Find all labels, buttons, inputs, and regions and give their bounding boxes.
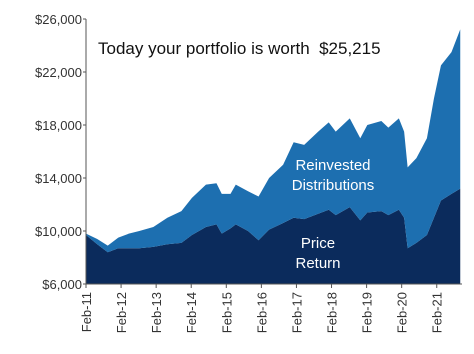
- series-label: Price Return: [295, 235, 340, 272]
- x-tick-label: Feb-20: [395, 292, 410, 333]
- x-tick-label: Feb-14: [184, 292, 199, 333]
- x-tick-label: Feb-18: [325, 292, 340, 333]
- y-tick-label: $14,000: [35, 171, 82, 186]
- x-tick-label: Feb-17: [289, 292, 304, 333]
- x-tick-label: Feb-19: [360, 292, 375, 333]
- x-tick-label: Feb-21: [430, 292, 445, 333]
- series-label-line: Reinvested: [295, 157, 370, 174]
- series-label-line: Price: [301, 235, 335, 252]
- x-tick-label: Feb-13: [149, 292, 164, 333]
- x-tick-label: Feb-16: [254, 292, 269, 333]
- area: [86, 29, 461, 253]
- y-tick-label: $26,000: [35, 12, 82, 27]
- y-tick-label: $6,000: [42, 277, 82, 292]
- x-tick-label: Feb-15: [219, 292, 234, 333]
- y-tick-label: $10,000: [35, 224, 82, 239]
- series-label-line: Return: [295, 255, 340, 272]
- series-label: Reinvested Distributions: [292, 157, 375, 194]
- x-tick-label: Feb-11: [79, 292, 94, 332]
- y-tick-label: $22,000: [35, 65, 82, 80]
- y-tick-label: $18,000: [35, 118, 82, 133]
- annotation: Today your portfolio is worth $25,215: [98, 39, 381, 58]
- area: [86, 188, 461, 284]
- series-label-line: Distributions: [292, 177, 375, 194]
- x-tick-label: Feb-12: [114, 292, 129, 333]
